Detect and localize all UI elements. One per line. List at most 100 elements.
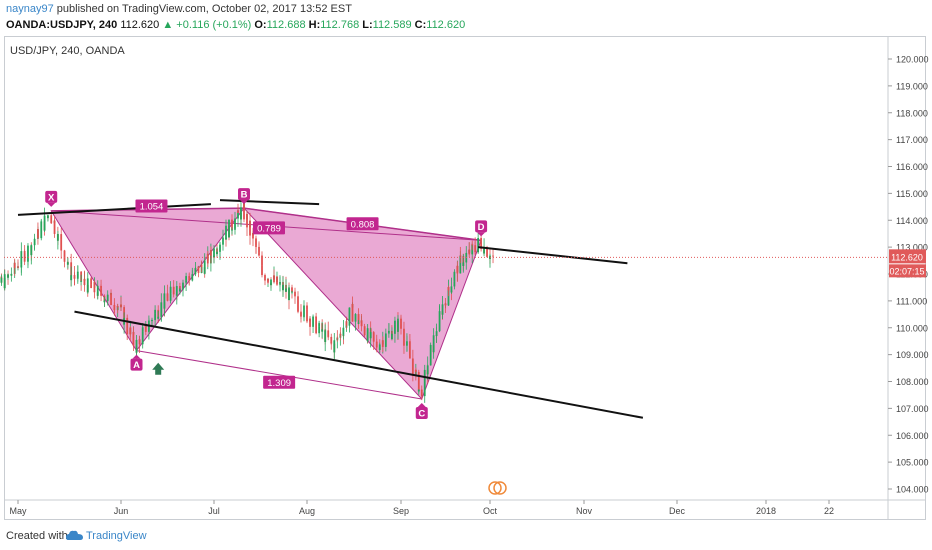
candle-body [154, 313, 156, 321]
buy-arrow-icon[interactable] [152, 362, 165, 375]
low-value: 112.589 [372, 19, 412, 31]
candle-body [312, 316, 314, 324]
last-price-tag [889, 249, 926, 264]
pattern-point-pointer [417, 402, 426, 407]
candle-body [391, 333, 393, 340]
ratio-label-box[interactable] [263, 375, 296, 389]
candle-body [324, 330, 327, 342]
trendline[interactable] [74, 310, 644, 419]
candle-body [459, 255, 462, 257]
candle-body [360, 320, 363, 327]
candle-body [30, 245, 33, 256]
x-tick-label: 22 [824, 506, 834, 516]
trendline[interactable] [219, 199, 320, 206]
price-chart[interactable]: 104.000 105.000 106.000 107.000 108.000 109.0… [0, 0, 932, 522]
candle-body [411, 358, 414, 365]
candle-body [397, 318, 399, 332]
created-with-text: Created with [6, 530, 68, 542]
candle-body [83, 278, 86, 285]
candle-body [438, 314, 441, 332]
candle-body [203, 260, 206, 274]
candle-body [279, 282, 281, 284]
ratio-label-box[interactable] [346, 217, 379, 231]
candle-body [267, 278, 269, 283]
candle-body [357, 322, 360, 324]
candle-body [246, 213, 248, 228]
candle-body [182, 282, 184, 289]
x-tick-label: Dec [669, 506, 686, 516]
pattern-point-marker[interactable] [238, 188, 250, 201]
candle-body [90, 278, 92, 285]
tradingview-logo-icon [66, 530, 83, 540]
candle-body [141, 331, 144, 345]
candle-body [172, 289, 175, 295]
ratio-label-box[interactable] [253, 221, 285, 235]
candle-body [258, 252, 260, 256]
pattern-point-marker[interactable] [415, 406, 428, 419]
y-tick-label: 115.000 [896, 189, 928, 199]
ratio-label: 0.789 [257, 223, 281, 234]
pattern-point-marker[interactable] [130, 358, 143, 371]
candle-body [306, 305, 308, 310]
pattern-point-marker[interactable] [475, 220, 488, 233]
candle-body [53, 220, 56, 234]
ratio-label-box[interactable] [135, 199, 168, 213]
candle-body [197, 266, 200, 273]
candle-body [351, 303, 354, 322]
pattern-xab-triangle[interactable] [50, 207, 246, 352]
candle-body [100, 288, 102, 296]
x-tick-label: Jun [114, 506, 129, 516]
candle-body [330, 341, 333, 344]
candle-body [486, 256, 488, 257]
candle-body [191, 275, 194, 281]
author-link[interactable]: naynay97 [6, 3, 54, 15]
candle-body [403, 328, 405, 339]
pattern-point-label: B [241, 190, 248, 201]
candle-body [231, 229, 233, 231]
pattern-point-pointer [240, 200, 248, 205]
candle-body [318, 323, 321, 327]
trendline[interactable] [17, 203, 211, 216]
candle-body [294, 295, 296, 297]
candle-body [459, 255, 462, 274]
candle-body [63, 250, 66, 261]
pattern-point-label: A [133, 360, 140, 371]
candle-body [243, 201, 245, 220]
candle-body [378, 344, 381, 350]
candle-body [76, 271, 79, 274]
candle-body [465, 252, 468, 256]
events-icon[interactable] [488, 481, 502, 495]
candle-body [381, 340, 384, 347]
trendline[interactable] [478, 246, 628, 265]
y-tick-label: 116.000 [896, 162, 928, 172]
candle-body [366, 328, 369, 342]
candle-body [86, 278, 89, 293]
candle-body [47, 215, 49, 219]
candle-body [306, 309, 308, 322]
candle-body [228, 219, 230, 238]
candle-body [492, 255, 494, 257]
candle-body [450, 286, 453, 293]
candle-body [132, 331, 135, 346]
candle-body [166, 298, 169, 301]
candle-body [357, 314, 360, 324]
y-tick-label: 117.000 [896, 135, 928, 145]
candle-body [309, 318, 311, 327]
pattern-point-marker[interactable] [45, 190, 58, 203]
candle-body [372, 332, 375, 336]
y-tick-label: 120.000 [896, 55, 929, 65]
candle-body [148, 327, 150, 332]
candle-body [363, 333, 366, 336]
y-tick-label: 118.000 [896, 108, 928, 118]
candle-body [432, 335, 435, 353]
publish-text: published on TradingView.com, October 02… [53, 3, 352, 15]
candle-body [297, 304, 299, 312]
candle-body [40, 227, 43, 239]
tradingview-link[interactable]: TradingView [86, 530, 147, 542]
candle-body [468, 249, 471, 255]
candle-body [354, 314, 357, 317]
candle-body [110, 293, 112, 306]
candle-body [0, 277, 3, 283]
candle-body [264, 278, 266, 281]
ac-line[interactable] [136, 350, 422, 400]
